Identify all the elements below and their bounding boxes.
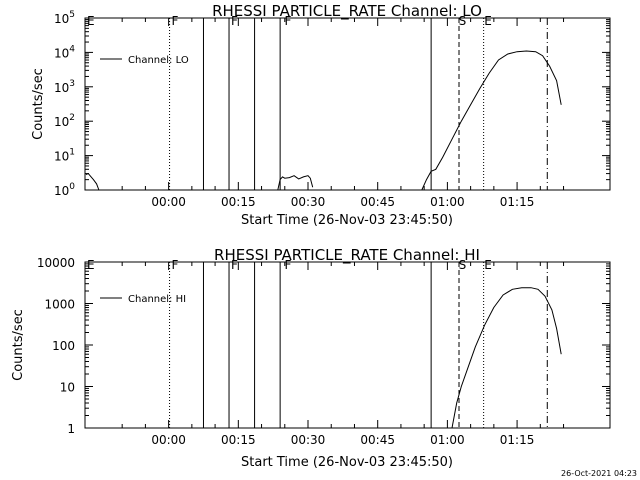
hi-flag-3: F (284, 258, 291, 272)
hi-plot-frame (84, 261, 611, 429)
hi-xtick-label-3: 00:45 (360, 433, 395, 447)
hi-ytick-label-3: 1000 (44, 298, 75, 312)
lo-xtick-label-1: 00:15 (221, 195, 256, 209)
hi-xtick-label-4: 01:00 (430, 433, 465, 447)
hi-flag-2: F (231, 258, 238, 272)
hi-y-axis-label: Counts/sec (11, 309, 26, 381)
lo-ytick-label-3: 103 (54, 79, 75, 95)
hi-ytick-label-4: 10000 (37, 256, 75, 270)
hi-series (451, 287, 562, 429)
hi-flag-4: S (459, 258, 467, 272)
hi-series-line-0-0 (451, 287, 562, 429)
hi-flag-1: F (172, 258, 179, 272)
lo-ytick-label-1: 101 (54, 148, 75, 164)
lo-flag-0: E (87, 14, 95, 28)
hi-legend-label: Channel: HI (128, 294, 186, 305)
lo-flag-5: E (484, 14, 492, 28)
hi-xtick-label-5: 01:15 (500, 433, 535, 447)
lo-xtick-label-5: 01:15 (500, 195, 535, 209)
lo-ytick-label-4: 104 (54, 44, 75, 60)
lo-axis-ticks: 00:00 00:15 00:30 00:45 01:00 01:15 100 101 102 1… (54, 10, 611, 209)
lo-flag-3: F (284, 14, 291, 28)
lo-series-line-0-0 (85, 172, 100, 191)
lo-ytick-label-2: 102 (54, 113, 75, 129)
lo-flag-4: S (459, 14, 467, 28)
hi-flag-0: E (87, 258, 95, 272)
lo-legend-label: Channel: LO (128, 55, 189, 66)
hi-ytick-label-2: 100 (52, 339, 75, 353)
hi-ytick-label-1: 10 (60, 381, 75, 395)
hi-panel: RHESSI PARTICLE_RATE Channel: HI Start T… (11, 246, 611, 470)
lo-event-lines (169, 18, 548, 190)
hi-x-axis-label: Start Time (26-Nov-03 23:45:50) (241, 455, 453, 470)
lo-panel: RHESSI PARTICLE_RATE Channel: LO Start T… (31, 2, 611, 228)
lo-xtick-label-2: 00:30 (291, 195, 326, 209)
lo-series-line-0-2 (421, 50, 562, 191)
lo-series-line-0-1 (277, 175, 314, 191)
lo-series (85, 50, 562, 191)
hi-xtick-label-1: 00:15 (221, 433, 256, 447)
hi-flag-5: E (484, 258, 492, 272)
lo-xtick-label-4: 01:00 (430, 195, 465, 209)
lo-ytick-label-5: 105 (54, 10, 75, 26)
hi-event-lines (169, 262, 548, 428)
lo-flag-2: F (231, 14, 238, 28)
hi-xtick-label-2: 00:30 (291, 433, 326, 447)
lo-ytick-label-0: 100 (54, 182, 75, 198)
hi-axis-ticks: 00:00 00:15 00:30 00:45 01:00 01:15 1 10 100 1000… (37, 256, 611, 447)
lo-plot-frame (84, 17, 611, 191)
lo-chart-title: RHESSI PARTICLE_RATE Channel: LO (212, 2, 482, 21)
generation-timestamp: 26-Oct-2021 04:23 (561, 469, 637, 478)
lo-x-axis-label: Start Time (26-Nov-03 23:45:50) (241, 213, 453, 228)
lo-xtick-label-0: 00:00 (151, 195, 186, 209)
lo-xtick-label-3: 00:45 (360, 195, 395, 209)
lo-y-axis-label: Counts/sec (31, 68, 46, 140)
hi-ytick-label-0: 1 (67, 422, 75, 436)
lo-flag-1: F (172, 14, 179, 28)
hi-xtick-label-0: 00:00 (151, 433, 186, 447)
hi-chart-title: RHESSI PARTICLE_RATE Channel: HI (214, 246, 480, 265)
